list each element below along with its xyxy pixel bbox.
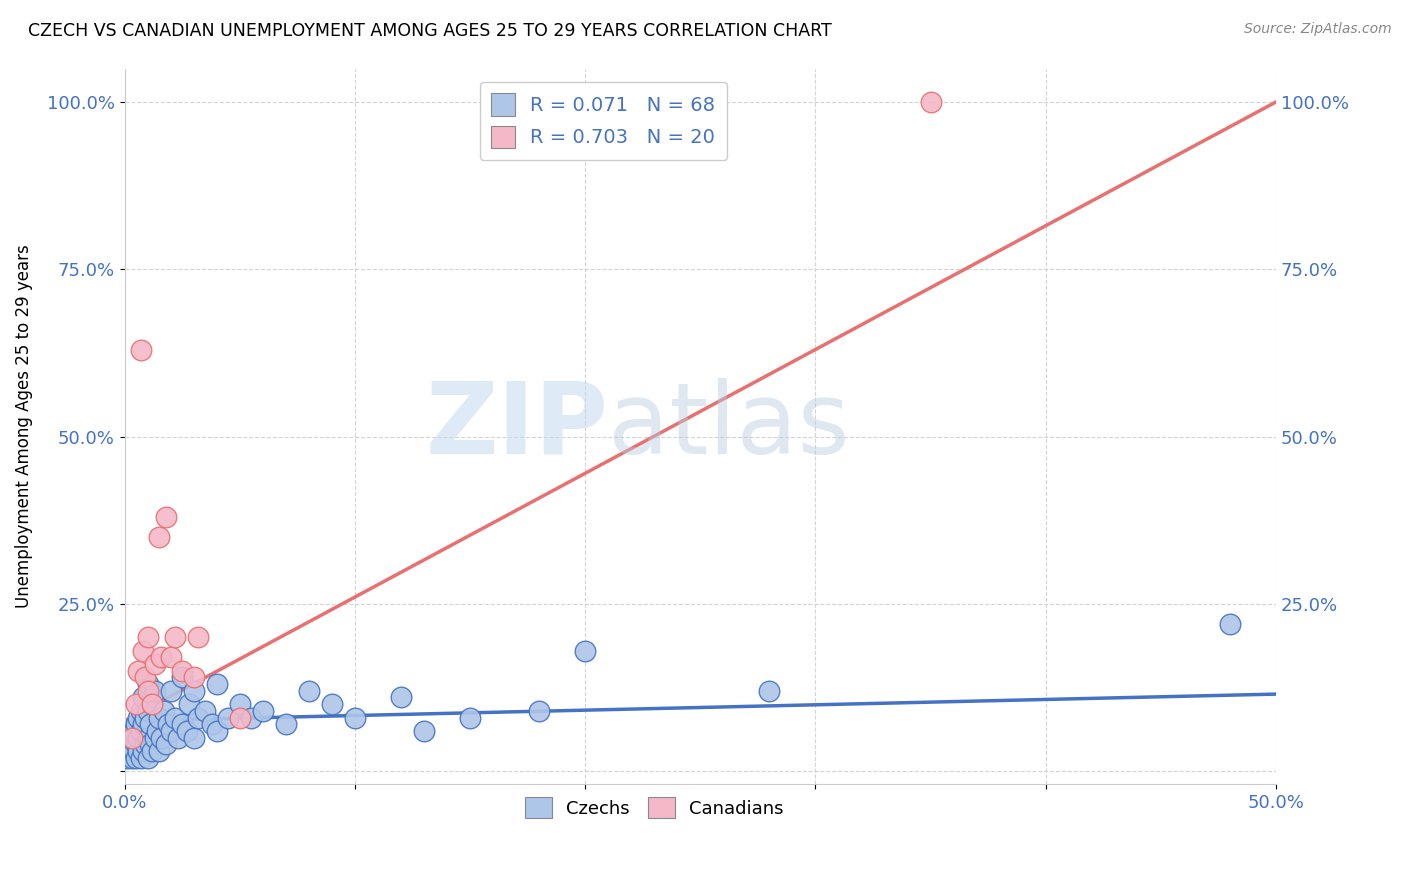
Point xyxy=(252,704,274,718)
Point xyxy=(205,723,228,738)
Point xyxy=(150,731,173,745)
Point xyxy=(143,731,166,745)
Y-axis label: Unemployment Among Ages 25 to 29 years: Unemployment Among Ages 25 to 29 years xyxy=(15,244,32,608)
Point xyxy=(217,710,239,724)
Point xyxy=(143,683,166,698)
Point xyxy=(321,697,343,711)
Point xyxy=(155,737,177,751)
Point xyxy=(132,744,155,758)
Point xyxy=(1219,616,1241,631)
Point xyxy=(136,683,159,698)
Point xyxy=(141,697,163,711)
Point xyxy=(148,744,170,758)
Point xyxy=(159,683,181,698)
Legend: Czechs, Canadians: Czechs, Canadians xyxy=(517,790,792,825)
Point xyxy=(136,704,159,718)
Point xyxy=(166,731,188,745)
Point xyxy=(121,731,143,745)
Point xyxy=(176,723,198,738)
Point xyxy=(159,723,181,738)
Point xyxy=(229,697,252,711)
Point xyxy=(172,717,194,731)
Text: Source: ZipAtlas.com: Source: ZipAtlas.com xyxy=(1244,22,1392,37)
Point xyxy=(141,697,163,711)
Point xyxy=(118,744,141,758)
Point xyxy=(125,697,148,711)
Point xyxy=(157,717,180,731)
Point xyxy=(132,717,155,731)
Point xyxy=(172,670,194,684)
Point xyxy=(121,750,143,764)
Point xyxy=(115,750,138,764)
Text: atlas: atlas xyxy=(609,378,849,475)
Point xyxy=(152,704,174,718)
Point xyxy=(127,664,149,678)
Point xyxy=(148,710,170,724)
Point xyxy=(240,710,263,724)
Point xyxy=(150,650,173,665)
Point xyxy=(758,683,780,698)
Point xyxy=(165,710,187,724)
Point xyxy=(136,731,159,745)
Point xyxy=(129,704,152,718)
Point xyxy=(205,677,228,691)
Point xyxy=(413,723,436,738)
Point xyxy=(229,710,252,724)
Point xyxy=(132,690,155,705)
Point xyxy=(920,95,942,109)
Point xyxy=(143,657,166,671)
Point xyxy=(172,664,194,678)
Point xyxy=(122,744,145,758)
Point xyxy=(122,723,145,738)
Point xyxy=(187,710,209,724)
Point xyxy=(458,710,481,724)
Point xyxy=(125,737,148,751)
Point xyxy=(125,717,148,731)
Point xyxy=(127,744,149,758)
Point xyxy=(389,690,412,705)
Point xyxy=(127,710,149,724)
Point xyxy=(155,509,177,524)
Point xyxy=(183,670,205,684)
Point xyxy=(134,710,156,724)
Point xyxy=(136,750,159,764)
Text: CZECH VS CANADIAN UNEMPLOYMENT AMONG AGES 25 TO 29 YEARS CORRELATION CHART: CZECH VS CANADIAN UNEMPLOYMENT AMONG AGE… xyxy=(28,22,832,40)
Point xyxy=(125,750,148,764)
Point xyxy=(274,717,297,731)
Point xyxy=(177,697,200,711)
Point xyxy=(132,643,155,657)
Point xyxy=(129,750,152,764)
Point xyxy=(183,731,205,745)
Point xyxy=(527,704,550,718)
Point xyxy=(148,530,170,544)
Point xyxy=(201,717,224,731)
Point xyxy=(574,643,596,657)
Point xyxy=(129,343,152,357)
Point xyxy=(139,737,162,751)
Point xyxy=(141,744,163,758)
Point xyxy=(183,683,205,698)
Point xyxy=(136,677,159,691)
Point xyxy=(165,630,187,644)
Point xyxy=(134,737,156,751)
Point xyxy=(118,731,141,745)
Point xyxy=(127,731,149,745)
Point xyxy=(121,737,143,751)
Point xyxy=(298,683,321,698)
Point xyxy=(159,650,181,665)
Point xyxy=(194,704,217,718)
Point xyxy=(343,710,366,724)
Point xyxy=(129,723,152,738)
Point xyxy=(139,717,162,731)
Point xyxy=(134,670,156,684)
Point xyxy=(187,630,209,644)
Point xyxy=(136,630,159,644)
Point xyxy=(146,723,169,738)
Text: ZIP: ZIP xyxy=(425,378,609,475)
